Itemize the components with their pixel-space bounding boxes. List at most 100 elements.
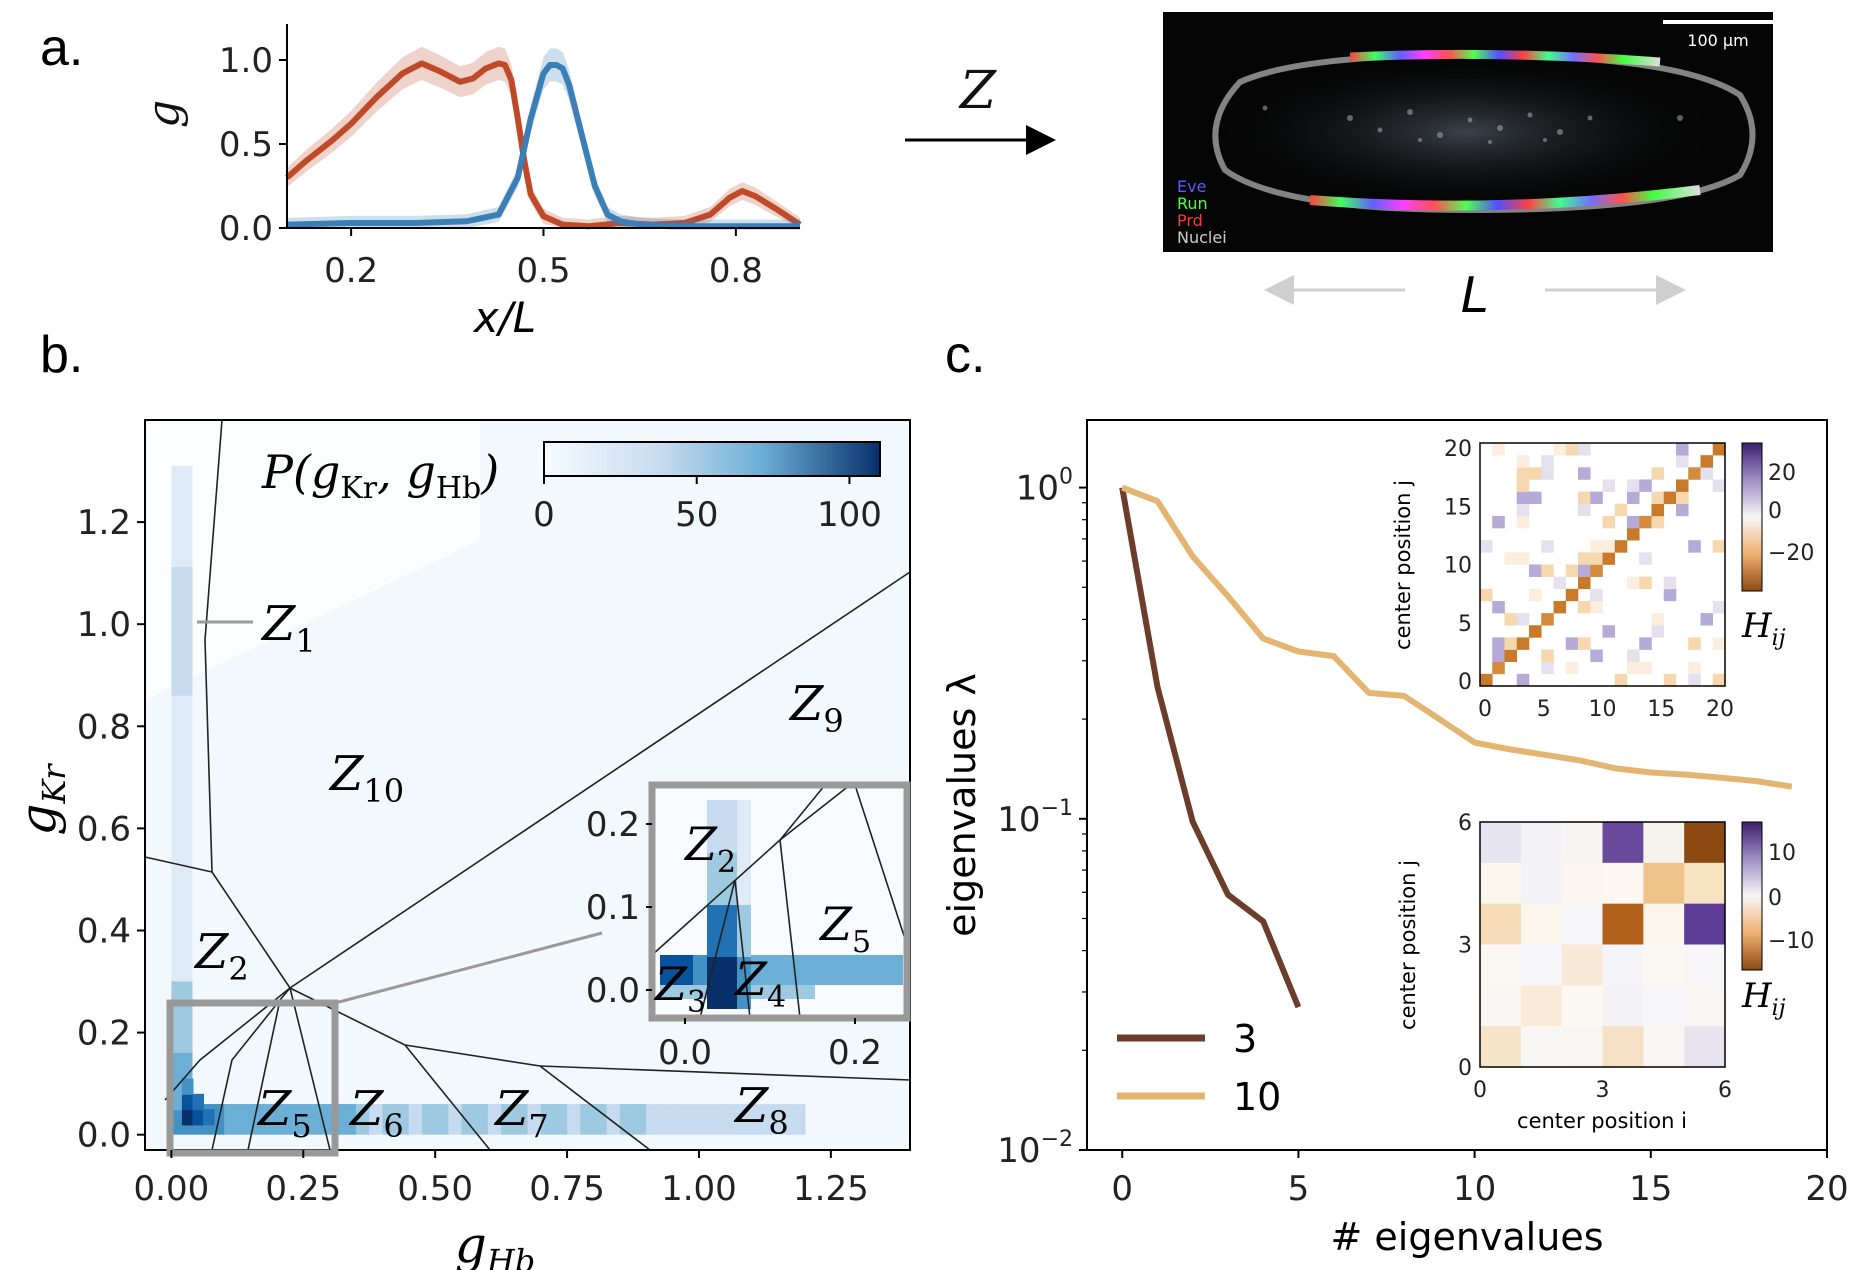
heatmap-cell	[171, 637, 193, 653]
heatmap-cell	[171, 594, 193, 610]
heatmap-cell	[698, 1104, 714, 1135]
inset-zone-label-z5: Z5	[818, 897, 871, 960]
inset-boundary-5	[734, 879, 751, 1019]
inset-boundary-3	[779, 839, 801, 1019]
matrix-cell	[1676, 443, 1689, 456]
inset-top-frame	[1479, 442, 1726, 687]
ytick-exp: −1	[1041, 796, 1073, 821]
matrix-cell	[1614, 673, 1628, 687]
matrix-cell	[1561, 944, 1603, 986]
matrix-cell	[1590, 600, 1603, 614]
heatmap-cell	[672, 1104, 687, 1135]
title-close: )	[480, 445, 499, 499]
zone-letter: Z	[328, 746, 365, 802]
matrix-cell	[1541, 661, 1554, 675]
heatmap-cell	[171, 1009, 193, 1025]
inset-cell	[737, 943, 751, 957]
matrix-cell	[1516, 479, 1530, 492]
boundary-z5-mid	[247, 999, 281, 1151]
matrix-cell	[1602, 1026, 1644, 1068]
scalebar-label: 100 µm	[1687, 31, 1748, 50]
matrix-cell	[1602, 515, 1616, 529]
zone-letter: Z	[193, 924, 230, 980]
matrix-cell	[1516, 552, 1530, 565]
zone-label-z7: Z7	[493, 1081, 549, 1145]
xlabel-sub: Hb	[486, 1242, 535, 1270]
heatmap-cell	[171, 580, 193, 596]
eigen-line-3	[1119, 487, 1302, 1009]
matrix-cell	[1529, 625, 1542, 638]
heatmap-cell	[171, 880, 193, 896]
heatmap-cell	[316, 1104, 331, 1135]
matrix-cell	[1639, 576, 1652, 590]
matrix-cell	[1651, 467, 1665, 480]
matrix-cell	[1541, 564, 1554, 577]
matrix-cell	[1663, 588, 1677, 602]
zone-index: 8	[768, 1104, 788, 1142]
inset-boundaries	[651, 784, 908, 1019]
matrix-cell	[1516, 503, 1530, 517]
matrix-cell	[1602, 944, 1644, 986]
zone-letter: Z	[733, 952, 768, 1006]
matrix-cell	[1627, 649, 1640, 662]
heatmap-cell	[171, 909, 193, 925]
zone-label-z1: Z1	[260, 596, 316, 660]
zone-index: 3	[687, 985, 706, 1020]
heatmap-cell	[171, 537, 193, 553]
heatmap-cell	[738, 1104, 753, 1135]
title-p: P(g	[261, 445, 340, 499]
zone-label-z6: Z6	[348, 1081, 404, 1145]
matrix-cell	[1578, 491, 1591, 505]
matrix-cell	[1688, 673, 1701, 687]
inset-cell	[759, 985, 771, 999]
inset-top-xtick-label: 10	[1589, 697, 1617, 722]
zoom-connector	[334, 931, 603, 1005]
matrix-cell	[1663, 673, 1677, 687]
heatmap-cell	[276, 1104, 292, 1135]
heatmap-cell	[171, 1037, 193, 1053]
matrix-cell	[1627, 515, 1640, 529]
heatmap-cell	[203, 1109, 215, 1126]
panel-c-xtick-label: 0	[1111, 1169, 1133, 1209]
inset-bottom-cbar-label: Hij	[1741, 976, 1786, 1021]
matrix-cell	[1480, 903, 1522, 945]
inset-cell	[707, 930, 737, 944]
matrix-cell	[1590, 552, 1603, 565]
inset-bottom-xtick-label: 0	[1473, 1078, 1487, 1103]
inset-cell	[707, 917, 737, 931]
colorbar-tick-label: 50	[675, 495, 718, 535]
inset-zone-label-z4: Z4	[733, 952, 786, 1015]
zone-index: 9	[823, 702, 843, 740]
matrix-cell	[1529, 588, 1542, 602]
matrix-cell	[1553, 443, 1567, 456]
ylabel-g: g	[9, 804, 67, 836]
inset-bottom-cbar-tick: 10	[1768, 841, 1796, 866]
heatmap-cell	[751, 1104, 766, 1135]
heatmap-cell	[619, 1104, 635, 1135]
matrix-cell	[1541, 455, 1554, 468]
matrix-cell	[1578, 552, 1591, 565]
ytick-base: 10	[997, 800, 1040, 840]
heatmap-cell	[171, 523, 193, 539]
heatmap-cell	[171, 480, 193, 496]
matrix-cell	[1529, 491, 1542, 505]
matrix-cell	[1676, 479, 1689, 492]
panel-c-xtick-label: 20	[1805, 1169, 1848, 1209]
inset-bottom-xlabel: center position i	[1517, 1109, 1687, 1133]
inset-cell	[847, 955, 859, 985]
heatmap-cell	[171, 823, 193, 839]
panel-b-xtick-label: 1.25	[793, 1169, 869, 1209]
inset-cell	[737, 891, 751, 905]
inset-top-cbar-tick: 0	[1768, 499, 1782, 524]
panel-b-label: b.	[40, 326, 83, 384]
inset-boundary-6	[699, 879, 736, 1019]
panel-a-ylabel: g	[138, 100, 189, 128]
panel-c-xtick-label: 15	[1629, 1169, 1672, 1209]
inset-ytick-label: 0.1	[586, 888, 640, 928]
matrix-cell	[1480, 944, 1522, 986]
inset-zone-label-z3: Z3	[653, 957, 706, 1020]
inset-top-ytick-label: 10	[1444, 554, 1472, 579]
heatmap-cell	[395, 1104, 410, 1135]
heatmap-cell	[171, 508, 193, 525]
